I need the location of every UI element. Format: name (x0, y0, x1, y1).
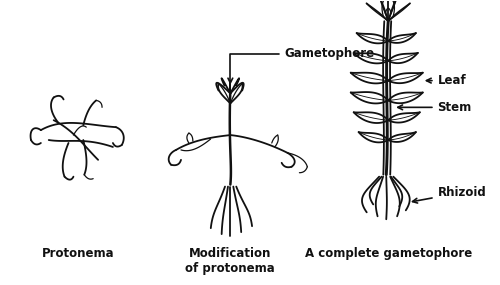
Text: Modification
of protonema: Modification of protonema (186, 247, 275, 275)
Text: Protonema: Protonema (42, 247, 115, 260)
Text: Leaf: Leaf (426, 74, 467, 87)
Text: A complete gametophore: A complete gametophore (304, 247, 472, 260)
Text: Stem: Stem (398, 101, 472, 114)
Text: Rhizoid: Rhizoid (412, 186, 486, 203)
Text: Gametophore: Gametophore (228, 47, 374, 83)
